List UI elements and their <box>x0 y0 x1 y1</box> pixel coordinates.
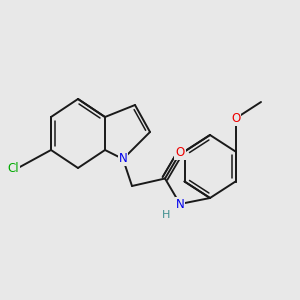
Text: N: N <box>118 152 127 166</box>
Text: N: N <box>176 197 184 211</box>
Text: O: O <box>231 112 240 125</box>
Text: O: O <box>176 146 184 160</box>
Text: Cl: Cl <box>8 161 19 175</box>
Text: H: H <box>162 210 171 220</box>
